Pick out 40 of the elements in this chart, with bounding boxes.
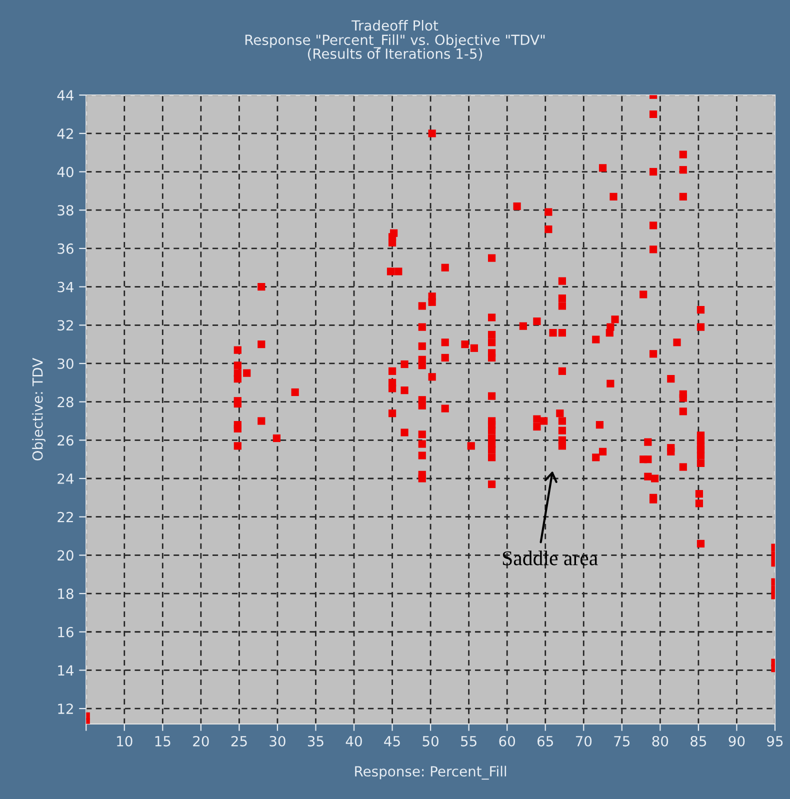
y-tick-label: 20 [58,550,74,561]
y-tick-label: 24 [58,473,74,484]
y-tick-label: 38 [58,205,74,216]
x-tick-label: 80 [652,736,668,746]
chart-title: Tradeoff Plot [352,20,438,31]
y-tick-label: 34 [58,282,74,292]
y-tick-label: 22 [58,512,73,522]
x-tick-label: 55 [461,736,476,746]
y-tick-label: 42 [57,128,73,139]
y-tick-label: 12 [58,704,73,714]
x-tick-label: 35 [308,736,324,746]
x-tick-label: 85 [690,736,706,746]
x-tick-label: 45 [384,736,400,746]
x-tick-label: 60 [499,736,516,746]
x-tick-label: 75 [614,736,630,746]
x-tick-label: 40 [346,736,362,746]
x-axis-title: Response: Percent_Fill [355,766,506,780]
y-tick-label: 14 [58,665,74,676]
x-tick-label: 95 [767,736,783,746]
y-tick-label: 32 [58,320,73,331]
y-tick-label: 40 [57,166,74,178]
x-tick-label: 50 [422,736,438,746]
y-tick-label: 36 [58,243,74,254]
x-tick-label: 90 [728,736,745,746]
y-tick-label: 30 [58,358,74,369]
y-tick-label: 18 [58,588,74,600]
annotation: Saddle area [502,550,598,566]
y-axis-title: Objective: TDV [32,358,46,460]
y-tick-label: 16 [58,626,74,638]
y-tick-label: 44 [57,90,74,100]
x-tick-label: 25 [231,736,247,746]
x-tick-label: 20 [193,736,209,746]
chart-subtitle: Response "Percent_Fill" vs. Objective "TDV" (Results of Iterations 1-5) [245,34,545,61]
x-tick-label: 30 [270,736,286,746]
y-tick-label: 28 [58,396,74,408]
x-tick-label: 70 [576,736,592,746]
x-tick-label: 15 [155,736,170,746]
y-tick-label: 26 [58,435,74,446]
x-tick-label: 10 [117,736,132,746]
x-tick-label: 65 [537,736,553,746]
